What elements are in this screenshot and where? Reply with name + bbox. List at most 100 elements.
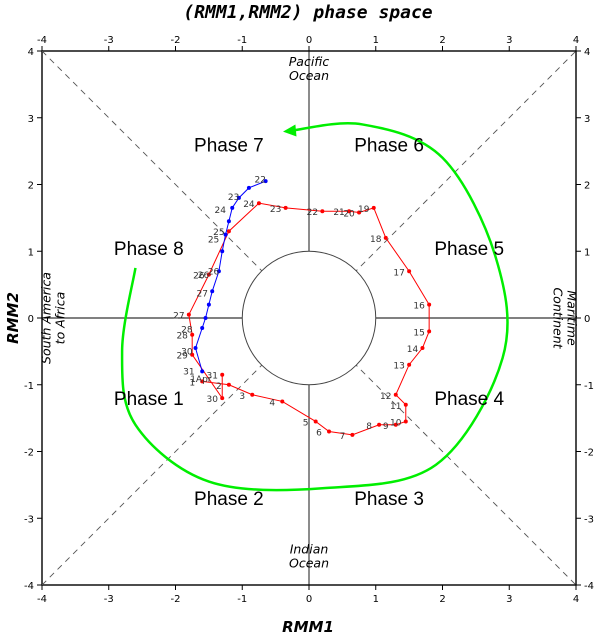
- point-annotation: 26: [198, 271, 210, 281]
- region-label-line: Pacific: [289, 54, 330, 69]
- x-tick-label-top: 0: [306, 35, 312, 46]
- data-point: [393, 392, 398, 397]
- data-point: [327, 429, 332, 434]
- x-tick-label-bottom: -1: [237, 594, 247, 605]
- x-tick-label-top: 1: [373, 35, 379, 46]
- data-point: [263, 179, 268, 184]
- data-point: [220, 372, 225, 377]
- data-point: [236, 195, 241, 200]
- data-point: [383, 235, 388, 240]
- x-tick-label-top: -1: [237, 35, 247, 46]
- day-label: 1: [189, 378, 195, 388]
- data-point: [203, 316, 208, 320]
- x-tick-label-top: -2: [171, 35, 181, 46]
- data-point: [280, 399, 285, 404]
- data-point: [206, 302, 211, 307]
- x-tick-label-bottom: -2: [171, 594, 181, 605]
- data-point: [223, 232, 228, 237]
- day-label: 20: [343, 210, 355, 220]
- data-point: [403, 402, 408, 407]
- data-point: [407, 269, 412, 274]
- y-tick-label-right: -1: [584, 381, 594, 392]
- phase-label: Phase 2: [194, 489, 264, 510]
- data-point: [347, 209, 352, 214]
- phase-label: Phase 8: [114, 239, 184, 260]
- day-label: 23: [270, 205, 281, 215]
- data-point: [427, 302, 432, 307]
- day-label: 17: [393, 268, 404, 278]
- point-annotation: 28: [181, 326, 193, 336]
- phase-label: Phase 4: [434, 389, 504, 410]
- y-tick-label-left: -1: [24, 381, 34, 392]
- day-label: 31: [206, 372, 217, 382]
- region-label-line: Continent: [551, 287, 566, 349]
- y-tick-label-left: -4: [24, 581, 34, 592]
- data-point: [256, 201, 261, 206]
- data-point: [403, 419, 408, 424]
- day-label: 19: [358, 205, 370, 215]
- point-annotation: 22: [255, 175, 266, 185]
- day-label: 10: [390, 418, 402, 428]
- x-tick-label-top: -3: [104, 35, 114, 46]
- day-label: 4: [269, 398, 275, 408]
- x-tick-label-bottom: 4: [573, 594, 579, 605]
- phase-label: Phase 7: [194, 135, 264, 156]
- data-point: [350, 432, 355, 437]
- data-point: [200, 379, 205, 384]
- day-label: 11: [390, 402, 401, 412]
- day-label: 26: [193, 272, 205, 282]
- point-annotation: 26: [208, 268, 220, 278]
- day-label: 28: [176, 332, 188, 342]
- region-label-line: South America: [38, 272, 53, 364]
- data-point: [186, 312, 191, 317]
- data-point: [220, 249, 225, 254]
- data-point: [210, 289, 215, 294]
- y-tick-label-right: 3: [584, 114, 590, 125]
- data-point: [393, 422, 398, 427]
- y-tick-label-left: 1: [28, 247, 34, 258]
- data-point: [206, 272, 211, 277]
- data-point: [200, 369, 205, 374]
- x-tick-label-bottom: 1: [373, 594, 379, 605]
- x-tick-label-top: 3: [506, 35, 512, 46]
- y-tick-label-right: -2: [584, 448, 594, 459]
- point-annotation: 1Apr: [190, 375, 212, 385]
- day-label: 5: [303, 418, 309, 428]
- data-point: [427, 329, 432, 334]
- x-tick-label-bottom: 3: [506, 594, 512, 605]
- data-point: [357, 210, 362, 215]
- data-point: [313, 419, 318, 424]
- day-label: 22: [307, 208, 318, 218]
- data-point: [230, 205, 235, 210]
- day-label: 12: [380, 392, 391, 402]
- day-label: 7: [340, 432, 346, 442]
- day-label: 18: [370, 235, 382, 245]
- day-label: 3: [239, 392, 245, 402]
- x-tick-label-bottom: -4: [37, 594, 47, 605]
- day-label: 30: [206, 395, 218, 405]
- data-point: [216, 269, 221, 274]
- region-label: South America to Africa: [38, 272, 67, 364]
- data-point: [250, 392, 255, 397]
- data-point: [420, 346, 425, 351]
- y-tick-label-left: 4: [28, 47, 34, 58]
- green-arrow-curve: [120, 122, 509, 492]
- data-point: [226, 219, 231, 224]
- data-point: [283, 205, 288, 210]
- y-tick-label-right: 4: [584, 47, 590, 58]
- point-annotation: 24: [214, 206, 226, 216]
- data-point: [226, 229, 231, 234]
- chart-title: (RMM1,RMM2) phase space: [183, 2, 432, 23]
- unit-circle: [241, 250, 377, 386]
- point-annotation: 30: [181, 348, 193, 358]
- phase-label: Phase 5: [434, 239, 504, 260]
- y-tick-label-right: -3: [584, 514, 594, 525]
- x-tick-label-top: -4: [37, 35, 47, 46]
- x-tick-label-top: 2: [439, 35, 445, 46]
- series-layer: [186, 179, 432, 437]
- x-axis-label: RMM1: [282, 618, 334, 636]
- data-point: [193, 346, 198, 351]
- region-label-line: to Africa: [52, 292, 67, 345]
